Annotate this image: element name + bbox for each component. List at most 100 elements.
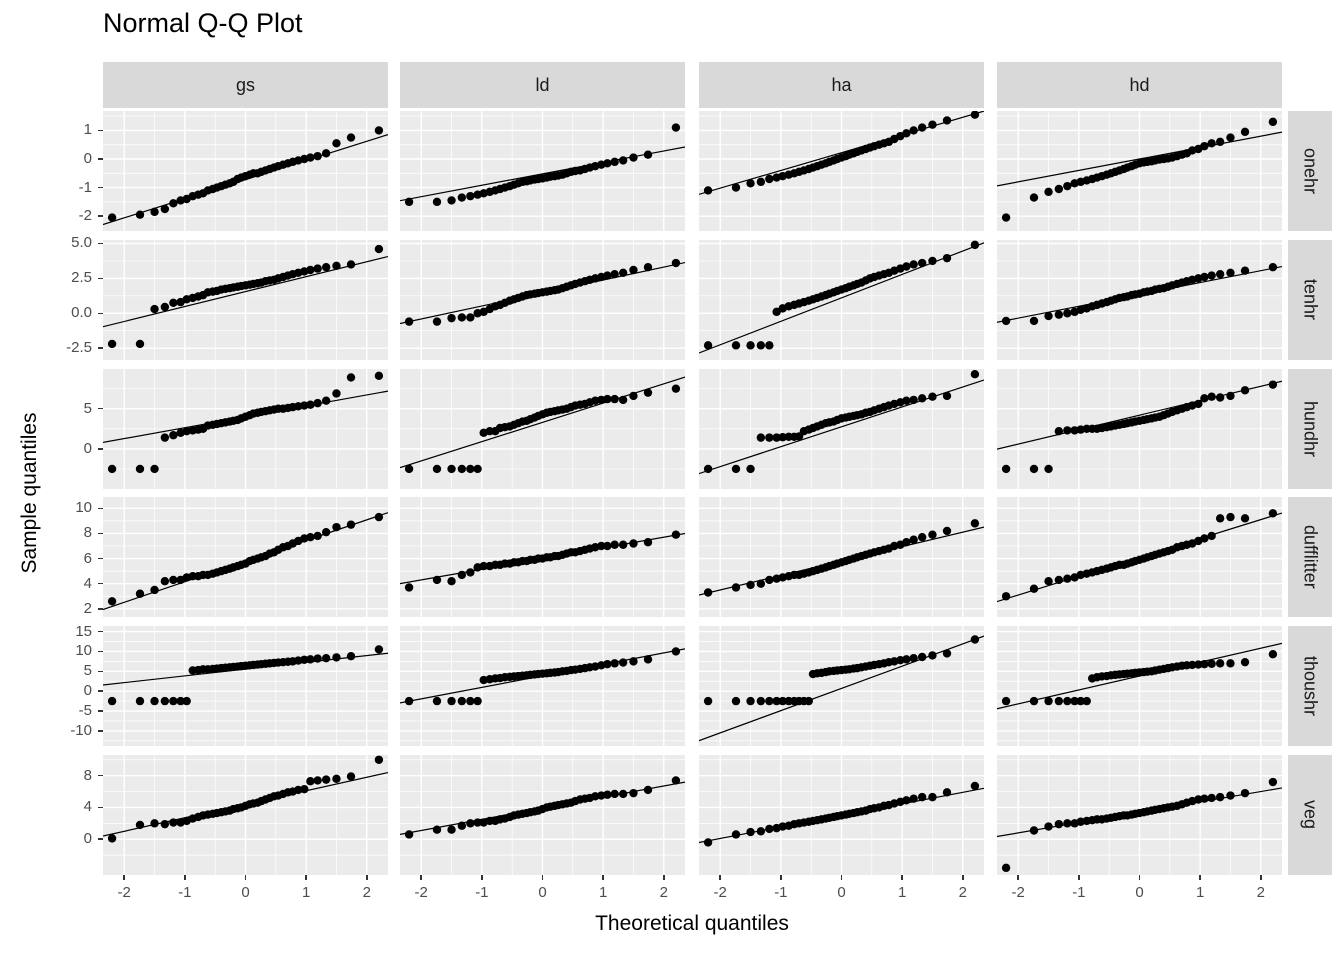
y-tick-mark [98,215,103,217]
qq-panel-svg [698,755,985,875]
y-tick-label: 8 [83,524,92,542]
qq-panel-hd-veg [996,755,1283,875]
y-tick-mark [98,730,103,732]
plot-title: Normal Q-Q Plot [103,8,303,38]
qq-panel-ld-onehr [399,111,686,231]
facet-row-label: veg [1300,800,1321,830]
qq-panel-svg [698,240,985,360]
x-tick-mark [840,875,843,880]
qq-panel-hd-onehr [996,111,1283,231]
y-tick-label: 0 [83,830,92,848]
qq-panel-hd-hundhr [996,369,1283,489]
y-tick-mark [98,158,103,160]
qq-panel-ld-thoushr [399,626,686,746]
x-tick-label: -1 [774,884,788,901]
qq-panel-svg [399,111,686,231]
qq-panel-gs-onehr [102,111,389,231]
y-tick-label: 8 [83,766,92,784]
qq-panel-hd-dufflitter [996,497,1283,617]
y-tick-mark [98,186,103,189]
qq-panel-ha-tenhr [698,240,985,360]
qq-panel-ha-dufflitter [698,497,985,617]
qq-panel-gs-thoushr [102,626,389,746]
y-tick-mark [98,630,103,633]
qq-panel-svg [399,626,686,746]
x-tick-mark [1017,875,1019,880]
facet-row-strip-onehr: onehr [1288,111,1332,231]
y-tick-mark [98,507,103,510]
facet-col-label: ld [535,74,550,95]
x-tick-mark [780,875,782,880]
x-tick-label: 0 [241,884,250,901]
qq-panel-svg [399,497,686,617]
y-tick-mark [98,774,103,777]
qq-panel-svg [996,755,1283,875]
x-tick-label: 0 [538,884,547,901]
x-tick-label: 1 [598,884,608,901]
x-tick-label: -2 [1011,884,1025,901]
x-tick-mark [184,875,186,880]
qq-panel-hd-thoushr [996,626,1283,746]
y-tick-mark [98,806,103,809]
y-tick-label: 6 [83,549,92,567]
y-tick-label: 4 [83,574,92,592]
y-tick-mark [98,277,103,280]
x-tick-mark [719,875,721,880]
qq-panel-svg [698,110,985,231]
y-tick-mark [98,532,103,535]
qq-panel-ld-hundhr [399,369,686,489]
qq-panel-ha-veg [698,755,985,875]
qq-panel-gs-dufflitter [102,497,389,617]
x-tick-mark [244,875,247,880]
facet-col-label: hd [1129,74,1150,95]
y-tick-mark [98,710,103,712]
qq-panel-svg [102,755,389,875]
qq-panel-ha-hundhr [698,369,985,489]
qq-panel-gs-tenhr [102,240,389,360]
qq-panel-ld-veg [399,755,686,875]
y-tick-mark [98,650,103,653]
qq-panel-ha-onehr [698,110,985,231]
facet-row-strip-veg: veg [1288,755,1332,875]
x-tick-label: 2 [958,884,967,901]
qq-panel-gs-hundhr [102,369,389,489]
x-tick-mark [305,875,307,880]
qq-panel-hd-tenhr [996,240,1283,360]
y-tick-label: 5.0 [71,234,92,252]
y-tick-label: 0 [83,682,92,700]
y-tick-mark [98,407,103,410]
qq-panel-ha-thoushr [698,626,985,746]
facet-col-label: ha [831,74,852,95]
x-tick-label: 1 [897,884,907,901]
facet-col-strip-hd: hd [997,62,1282,108]
y-tick-mark [98,670,103,673]
x-tick-mark [602,875,604,880]
facet-col-label: gs [235,74,255,95]
facet-row-strip-thoushr: thoushr [1288,626,1332,746]
qq-panel-svg [102,111,389,231]
qq-panel-ld-dufflitter [399,497,686,617]
facet-row-strip-hundhr: hundhr [1288,369,1332,489]
y-tick-label: 0.0 [71,304,92,322]
facet-col-strip-gs: gs [103,62,388,108]
facet-row-label: hundhr [1300,400,1321,458]
y-tick-mark [98,557,103,560]
y-tick-mark [98,312,103,314]
qq-panel-svg [698,497,985,617]
qq-panel-gs-veg [102,755,389,875]
qq-panel-svg [102,369,389,489]
qq-panel-svg [102,626,389,746]
x-tick-mark [1078,875,1080,880]
x-tick-mark [1199,875,1201,880]
y-tick-label: -5 [78,702,92,720]
x-tick-mark [962,875,964,880]
y-tick-label: 5 [83,399,92,417]
facet-row-label: tenhr [1300,279,1321,321]
y-tick-label: 5 [83,662,92,680]
y-tick-label: 2 [83,599,92,617]
y-tick-label: 0 [83,150,92,167]
y-tick-label: 4 [83,798,92,816]
qq-panel-svg [996,497,1283,617]
qq-panel-svg [698,369,985,489]
